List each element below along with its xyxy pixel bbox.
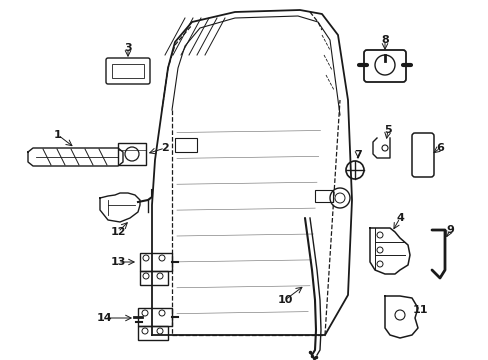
Bar bbox=[138, 326, 168, 340]
Text: 5: 5 bbox=[384, 125, 391, 135]
Bar bbox=[140, 253, 172, 271]
Text: 6: 6 bbox=[435, 143, 443, 153]
Text: 11: 11 bbox=[411, 305, 427, 315]
Text: 4: 4 bbox=[395, 213, 403, 223]
Bar bbox=[314, 190, 332, 202]
Text: 12: 12 bbox=[110, 227, 125, 237]
Bar bbox=[112, 64, 143, 78]
Text: 9: 9 bbox=[445, 225, 453, 235]
Bar bbox=[118, 143, 146, 165]
Bar bbox=[175, 138, 197, 152]
Text: 1: 1 bbox=[54, 130, 62, 140]
Text: 2: 2 bbox=[161, 143, 168, 153]
Text: 3: 3 bbox=[124, 43, 132, 53]
Text: 13: 13 bbox=[110, 257, 125, 267]
Bar bbox=[140, 271, 168, 285]
Text: 8: 8 bbox=[380, 35, 388, 45]
Text: 7: 7 bbox=[353, 150, 361, 160]
Bar bbox=[138, 308, 172, 326]
Text: 10: 10 bbox=[277, 295, 292, 305]
Text: 14: 14 bbox=[97, 313, 113, 323]
